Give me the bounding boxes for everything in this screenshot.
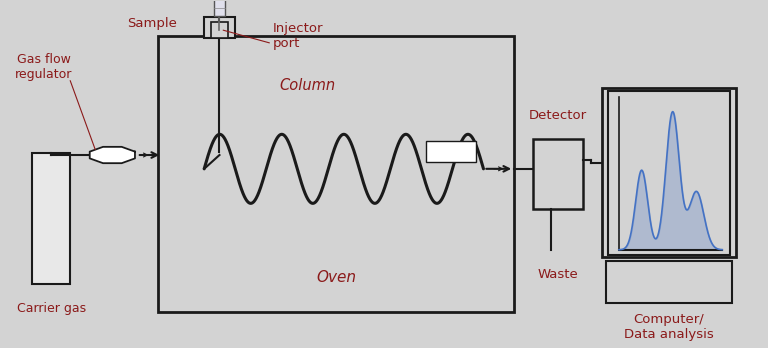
Text: Column: Column <box>280 78 336 94</box>
Bar <box>158 36 514 312</box>
Bar <box>533 140 583 208</box>
Text: Oven: Oven <box>316 270 356 285</box>
Text: Computer/
Data analysis: Computer/ Data analysis <box>624 313 714 341</box>
Polygon shape <box>90 147 135 163</box>
Text: Carrier gas: Carrier gas <box>17 302 86 315</box>
Bar <box>211 22 228 38</box>
Bar <box>606 261 732 303</box>
Text: Sample: Sample <box>127 17 177 30</box>
Bar <box>608 91 730 255</box>
Bar <box>602 88 736 258</box>
Bar <box>32 153 70 284</box>
Bar <box>214 0 225 16</box>
Bar <box>204 17 235 38</box>
Bar <box>426 141 476 162</box>
Text: Injector
port: Injector port <box>273 22 323 50</box>
Text: Detector: Detector <box>529 109 588 122</box>
Text: Waste: Waste <box>538 268 578 280</box>
Text: Gas flow
regulator: Gas flow regulator <box>15 53 72 81</box>
